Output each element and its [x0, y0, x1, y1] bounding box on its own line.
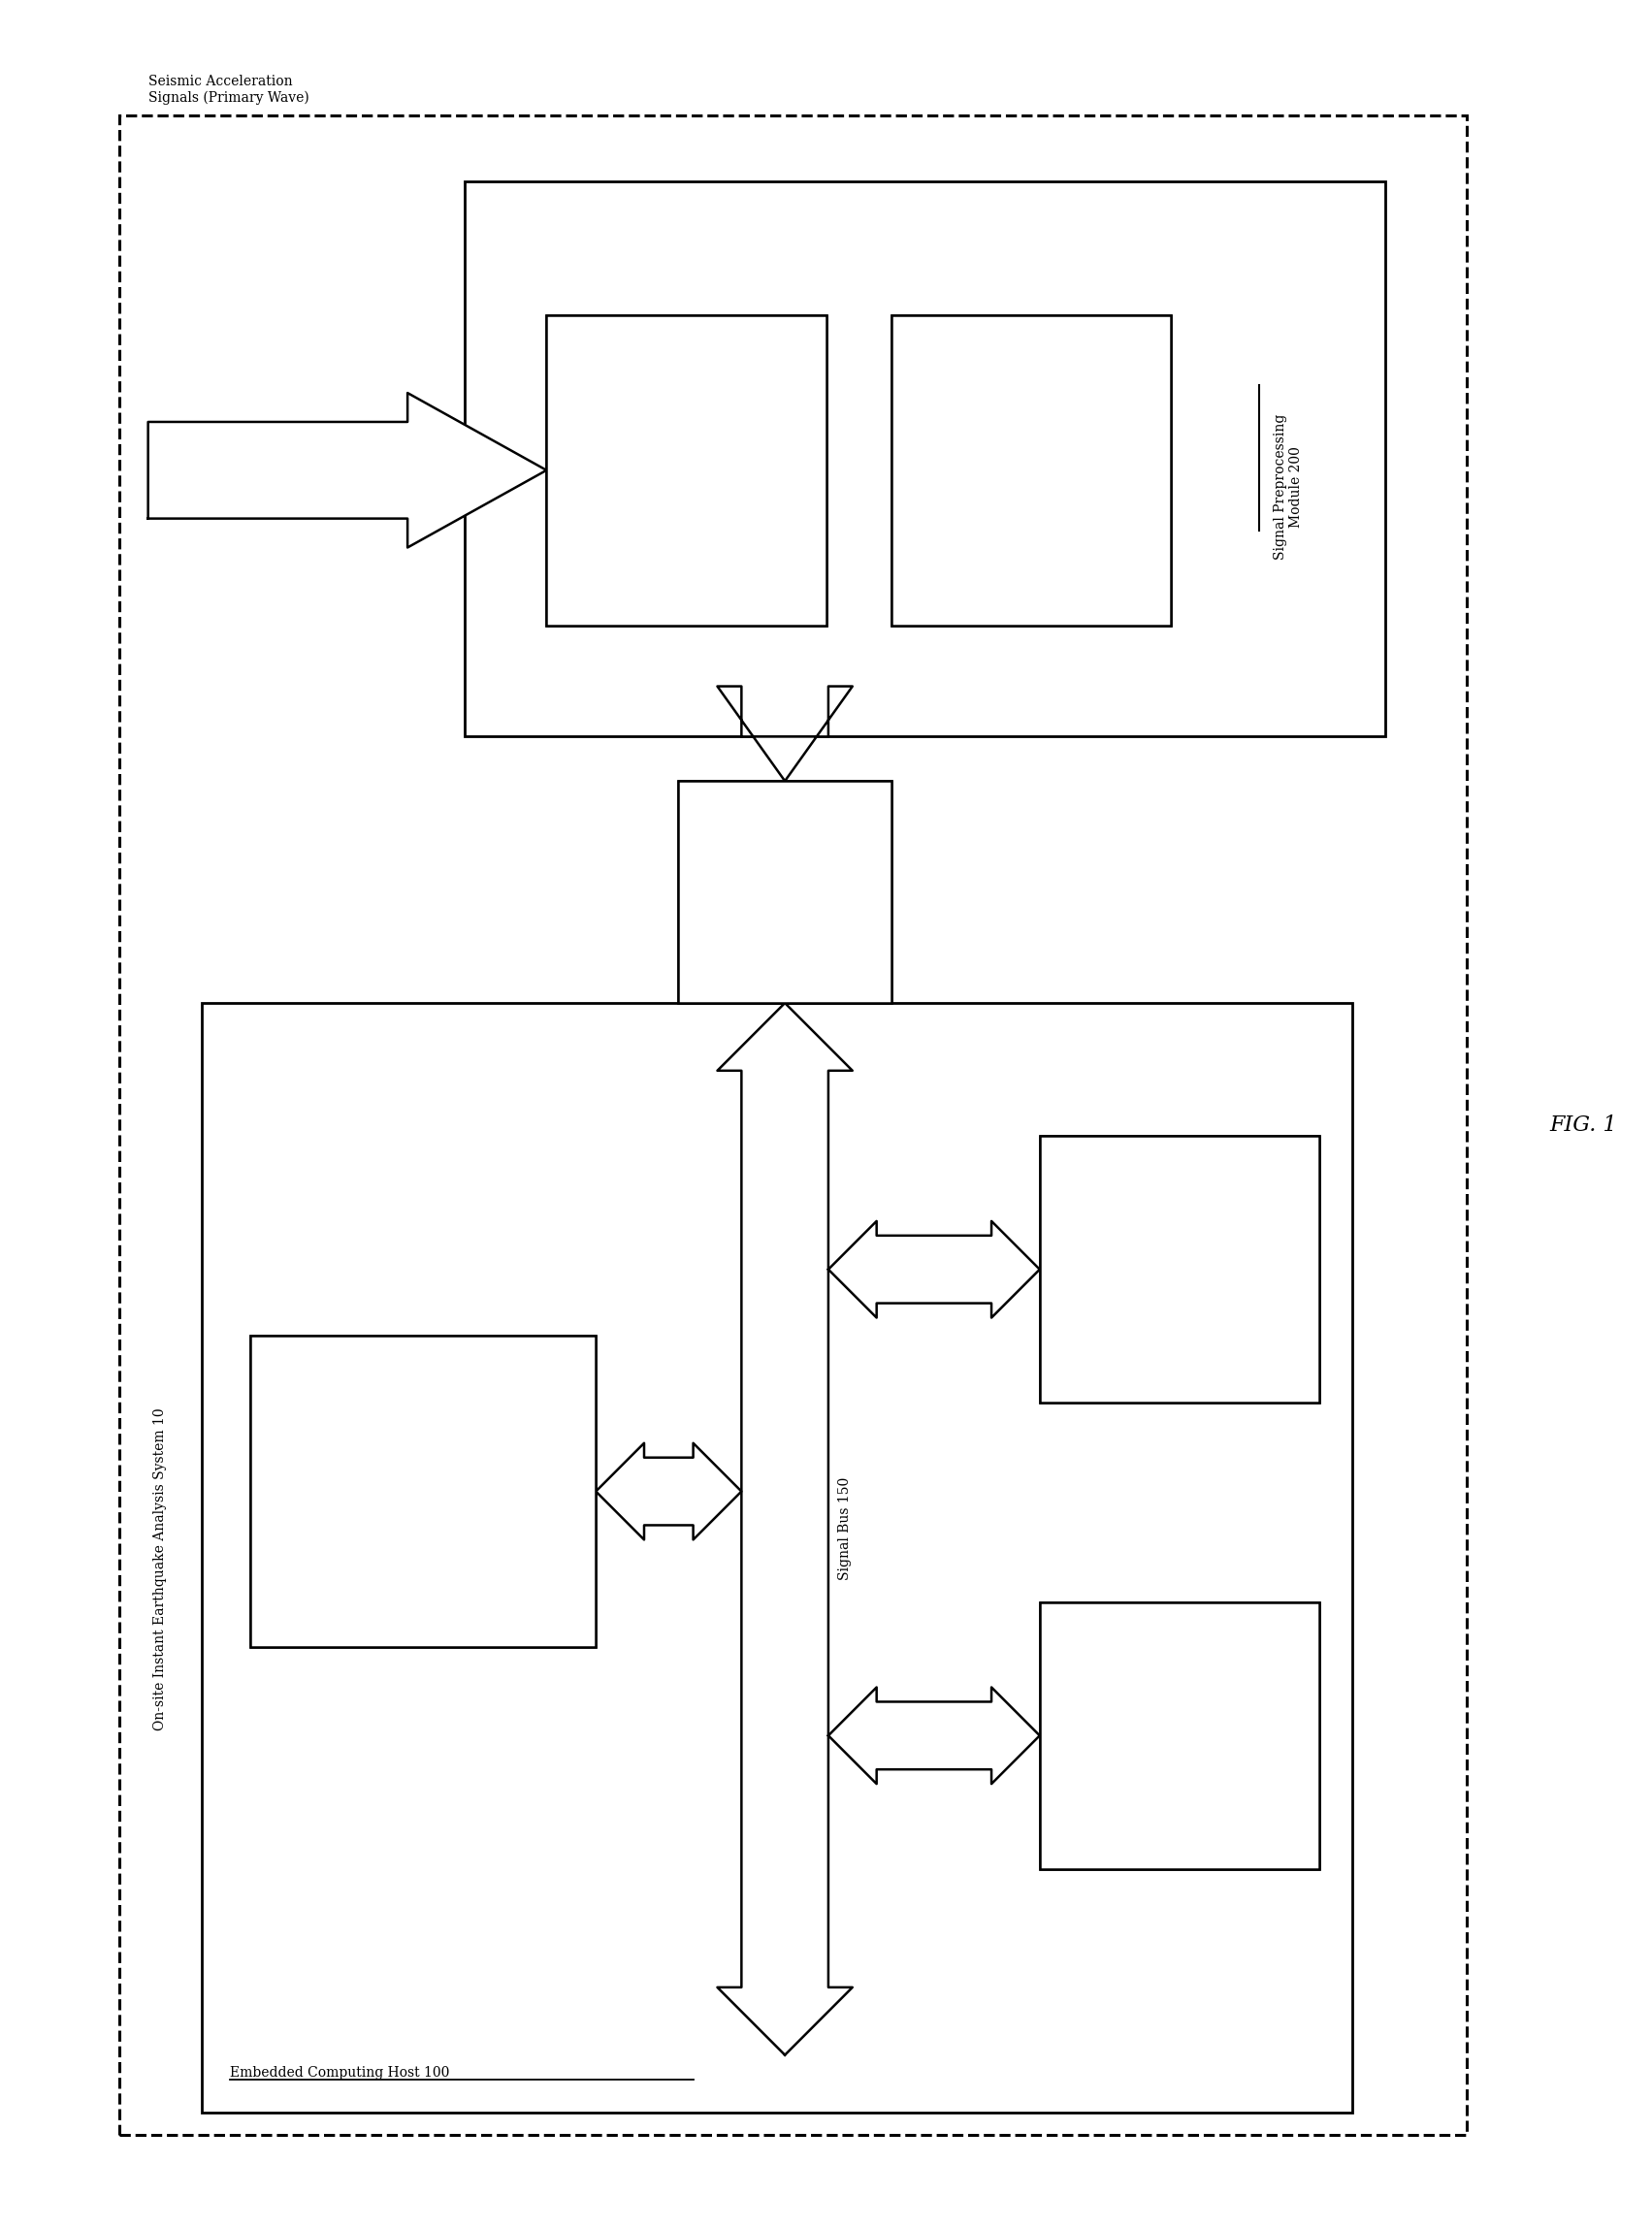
Bar	[892, 314, 1171, 626]
Text: Signal Bus 150: Signal Bus 150	[838, 1477, 851, 1580]
Polygon shape	[717, 686, 852, 782]
Text: Embedded Computing Host 100: Embedded Computing Host 100	[230, 2065, 449, 2079]
Polygon shape	[828, 1687, 1039, 1785]
Polygon shape	[828, 1221, 1039, 1317]
Text: On-site Instant Earthquake Analysis System 10: On-site Instant Earthquake Analysis Syst…	[154, 1408, 167, 1731]
Text: Seismic Acceleration
Signals (Primary Wave): Seismic Acceleration Signals (Primary Wa…	[149, 74, 309, 105]
Bar	[892, 314, 1171, 626]
Text: Signal
I/F 140: Signal I/F 140	[760, 878, 809, 907]
Bar	[1039, 1136, 1320, 1404]
Text: Computing Processor
110: Computing Processor 110	[349, 1477, 497, 1506]
Bar	[1039, 1602, 1320, 1869]
Text: Filter
Circuit 210: Filter Circuit 210	[648, 455, 725, 486]
Bar	[251, 1337, 596, 1646]
Text: Offset
Removing
Circuit 220: Offset Removing Circuit 220	[993, 448, 1070, 492]
Bar	[119, 116, 1467, 2134]
Bar	[547, 314, 826, 626]
Polygon shape	[149, 392, 547, 548]
Text: Signal Preprocessing
Module 200: Signal Preprocessing Module 200	[1274, 414, 1303, 559]
Bar	[1039, 1136, 1320, 1404]
Bar	[547, 314, 826, 626]
Text: System Memory
120: System Memory 120	[1123, 1254, 1236, 1283]
Bar	[202, 1003, 1351, 2112]
Text: Storage
Unit 130: Storage Unit 130	[1150, 1720, 1209, 1751]
Text: FIG. 1: FIG. 1	[1550, 1114, 1617, 1136]
Bar	[677, 782, 892, 1003]
Bar	[464, 183, 1384, 737]
Polygon shape	[596, 1444, 742, 1540]
Bar	[1039, 1602, 1320, 1869]
Polygon shape	[717, 1003, 852, 2054]
Bar	[251, 1337, 596, 1646]
Bar	[677, 782, 892, 1003]
